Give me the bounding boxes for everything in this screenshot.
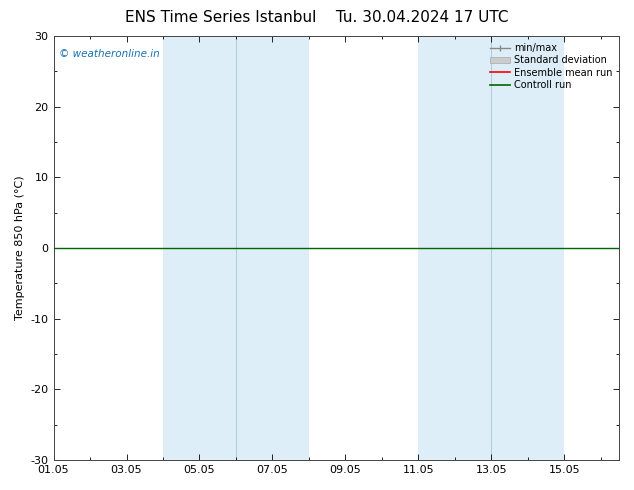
Bar [163, 36, 236, 460]
Bar [236, 36, 309, 460]
Text: © weatheronline.in: © weatheronline.in [59, 49, 160, 59]
Y-axis label: Temperature 850 hPa (°C): Temperature 850 hPa (°C) [15, 176, 25, 320]
Text: ENS Time Series Istanbul    Tu. 30.04.2024 17 UTC: ENS Time Series Istanbul Tu. 30.04.2024 … [126, 10, 508, 25]
Bar [418, 36, 491, 460]
Legend: min/max, Standard deviation, Ensemble mean run, Controll run: min/max, Standard deviation, Ensemble me… [488, 41, 614, 92]
Bar [491, 36, 564, 460]
